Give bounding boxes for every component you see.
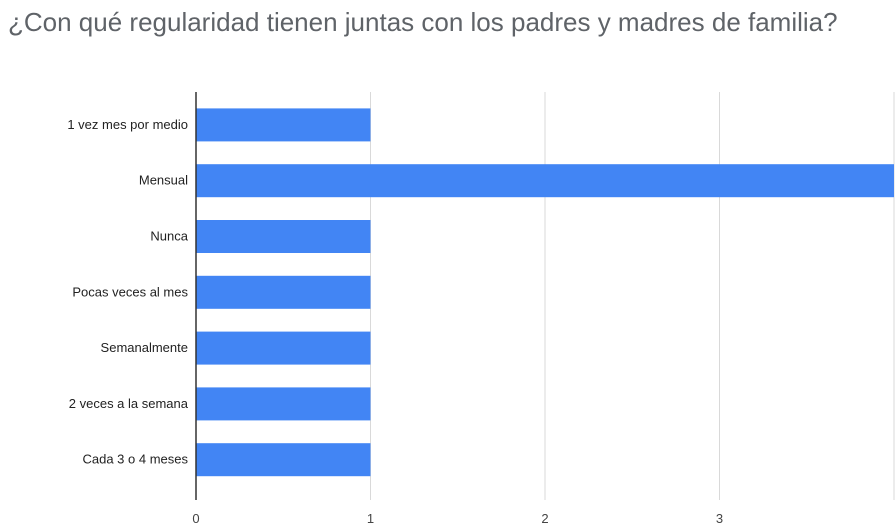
x-tick-label: 2 — [541, 511, 548, 526]
bar — [196, 443, 371, 477]
gridlines — [370, 92, 895, 500]
category-label: Pocas veces al mes — [72, 284, 188, 299]
category-label: Nunca — [150, 229, 188, 244]
bars — [196, 108, 894, 477]
bar — [196, 275, 371, 309]
category-label: Mensual — [139, 173, 188, 188]
x-tick-label: 3 — [716, 511, 723, 526]
bar — [196, 108, 371, 142]
bar — [196, 220, 371, 253]
bar — [196, 331, 371, 365]
bar — [196, 164, 894, 198]
category-label: Semanalmente — [101, 340, 188, 355]
bar — [196, 387, 371, 421]
chart-title: ¿Con qué regularidad tienen juntas con l… — [8, 7, 838, 37]
category-label: 1 vez mes por medio — [67, 117, 188, 132]
category-label: Cada 3 o 4 meses — [82, 452, 188, 467]
category-label: 2 veces a la semana — [69, 396, 189, 411]
category-labels: 1 vez mes por medio Mensual Nunca Pocas vec… — [67, 117, 188, 467]
tick-labels: 0 1 2 3 — [192, 511, 723, 526]
x-tick-label: 1 — [367, 511, 374, 526]
x-tick-label: 0 — [192, 511, 199, 526]
